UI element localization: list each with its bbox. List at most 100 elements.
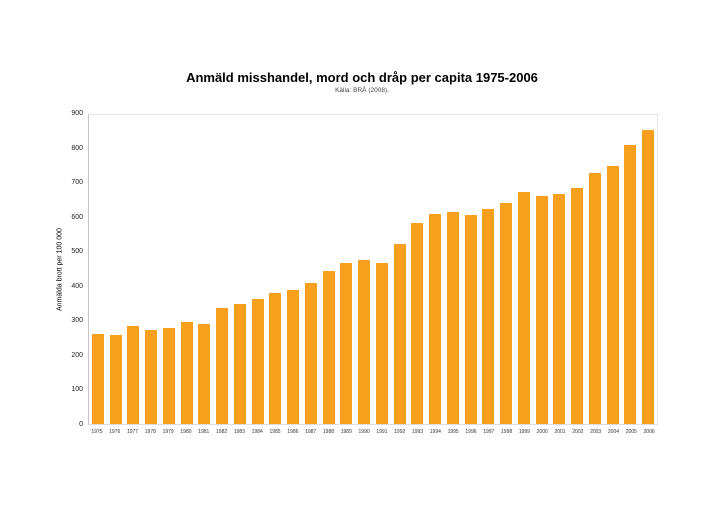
bar-slot-1983 bbox=[231, 115, 249, 424]
bar-1984 bbox=[251, 299, 264, 424]
x-tick-label-1977: 1977 bbox=[126, 429, 139, 435]
x-tick-label-1976: 1976 bbox=[109, 429, 121, 435]
bar-slot-1999 bbox=[515, 115, 533, 424]
bar-2006 bbox=[642, 130, 655, 424]
bar-slot-1975 bbox=[89, 115, 107, 424]
bar-slot-1976 bbox=[107, 115, 125, 424]
bar-slot-2006 bbox=[639, 115, 657, 424]
x-tick-label-2006: 2006 bbox=[643, 429, 655, 435]
x-tick-label-1997: 1997 bbox=[483, 429, 495, 435]
bar-slot-2001 bbox=[551, 115, 569, 424]
bar-1981 bbox=[198, 323, 211, 424]
bar-2000 bbox=[535, 195, 548, 424]
bar-1995 bbox=[446, 211, 459, 424]
bar-slot-2003 bbox=[586, 115, 604, 424]
y-tick-label-400: 400 bbox=[71, 282, 83, 290]
bar-1977 bbox=[127, 325, 140, 424]
x-tick-label-2002: 2002 bbox=[572, 429, 584, 435]
bar-2004 bbox=[606, 166, 619, 424]
bar-slot-1988 bbox=[320, 115, 338, 424]
bar-slot-1987 bbox=[302, 115, 320, 424]
bar-1986 bbox=[287, 289, 300, 424]
y-tick-label-600: 600 bbox=[71, 213, 83, 221]
x-tick-label-1994: 1994 bbox=[429, 429, 441, 435]
bar-slot-1998 bbox=[497, 115, 515, 424]
x-tick-label-2001: 2001 bbox=[554, 429, 566, 435]
x-tick-label-1980: 1980 bbox=[180, 429, 192, 435]
bar-1991 bbox=[375, 262, 388, 424]
bar-1999 bbox=[517, 191, 530, 424]
y-axis-ticks: 0 100 200 300 400 500 600 700 800 900 bbox=[0, 0, 83, 512]
bar-1975 bbox=[91, 334, 104, 424]
x-tick-label-1996: 1996 bbox=[465, 429, 477, 435]
y-tick-label-0: 0 bbox=[79, 421, 83, 428]
chart-subtitle: Källa: BRÅ (2008). bbox=[335, 87, 389, 94]
x-tick-label-1992: 1992 bbox=[394, 429, 406, 435]
x-tick-label-1998: 1998 bbox=[501, 429, 513, 435]
bar-slot-1977 bbox=[125, 115, 143, 424]
x-tick-label-1988: 1988 bbox=[322, 429, 335, 435]
bar-1993 bbox=[411, 222, 424, 424]
bar-slot-1995 bbox=[444, 115, 462, 424]
bar-1983 bbox=[233, 303, 246, 424]
bar-2002 bbox=[571, 188, 584, 424]
x-tick-label-1975: 1975 bbox=[91, 429, 103, 435]
bar-1982 bbox=[216, 307, 229, 424]
x-tick-label-1986: 1986 bbox=[287, 429, 299, 435]
chart-title: Anmäld misshandel, mord och dråp per cap… bbox=[186, 70, 538, 85]
bar-slot-1984 bbox=[249, 115, 267, 424]
x-tick-label-1993: 1993 bbox=[411, 429, 424, 435]
bar-1997 bbox=[482, 209, 495, 424]
y-tick-label-900: 900 bbox=[71, 110, 83, 117]
bar-1979 bbox=[162, 327, 175, 424]
y-tick-label-700: 700 bbox=[71, 179, 83, 187]
x-tick-label-1983: 1983 bbox=[233, 429, 245, 435]
bar-1996 bbox=[464, 215, 477, 424]
x-tick-label-2003: 2003 bbox=[590, 429, 602, 435]
x-tick-label-1989: 1989 bbox=[340, 429, 352, 435]
bar-slot-1986 bbox=[284, 115, 302, 424]
bar-slot-1989 bbox=[338, 115, 356, 424]
plot-area bbox=[88, 114, 658, 425]
x-tick-label-2005: 2005 bbox=[625, 429, 637, 435]
x-tick-label-1979: 1979 bbox=[162, 429, 174, 435]
x-tick-label-1978: 1978 bbox=[144, 429, 156, 435]
bar-1985 bbox=[269, 293, 282, 424]
bar-slot-1982 bbox=[213, 115, 231, 424]
bar-2003 bbox=[588, 173, 601, 424]
x-tick-label-1985: 1985 bbox=[269, 429, 281, 435]
bar-slot-1991 bbox=[373, 115, 391, 424]
bar-slot-1996 bbox=[462, 115, 480, 424]
bar-slot-2002 bbox=[568, 115, 586, 424]
y-tick-label-800: 800 bbox=[71, 144, 83, 152]
bar-1987 bbox=[304, 282, 317, 424]
bar-slot-1990 bbox=[355, 115, 373, 424]
bar-1992 bbox=[393, 244, 406, 424]
bar-slot-1980 bbox=[178, 115, 196, 424]
x-tick-label-1999: 1999 bbox=[518, 429, 530, 435]
x-tick-label-1982: 1982 bbox=[216, 429, 228, 435]
y-tick-label-500: 500 bbox=[71, 248, 83, 256]
x-tick-label-1981: 1981 bbox=[198, 429, 210, 435]
x-axis-labels: 1975 1976 1977 1978 1979 1980 1981 1982 1983 1984… bbox=[88, 429, 658, 435]
x-tick-label-2000: 2000 bbox=[536, 429, 548, 435]
bar-slot-1978 bbox=[142, 115, 160, 424]
bar-slot-2005 bbox=[622, 115, 640, 424]
bar-2001 bbox=[553, 194, 566, 424]
bar-slot-1994 bbox=[426, 115, 444, 424]
bars-row bbox=[89, 115, 657, 424]
bar-slot-1981 bbox=[196, 115, 214, 424]
bar-1988 bbox=[322, 271, 335, 424]
bar-slot-1992 bbox=[391, 115, 409, 424]
bar-slot-1997 bbox=[480, 115, 498, 424]
bar-1980 bbox=[180, 322, 193, 424]
x-tick-label-1990: 1990 bbox=[358, 429, 370, 435]
y-tick-label-300: 300 bbox=[71, 317, 83, 325]
x-tick-label-2004: 2004 bbox=[607, 429, 620, 435]
bar-1976 bbox=[109, 335, 122, 424]
y-tick-label-100: 100 bbox=[71, 386, 83, 394]
bar-slot-2004 bbox=[604, 115, 622, 424]
x-tick-label-1987: 1987 bbox=[305, 429, 317, 435]
y-tick-label-200: 200 bbox=[71, 351, 83, 359]
x-tick-label-1991: 1991 bbox=[376, 429, 388, 435]
